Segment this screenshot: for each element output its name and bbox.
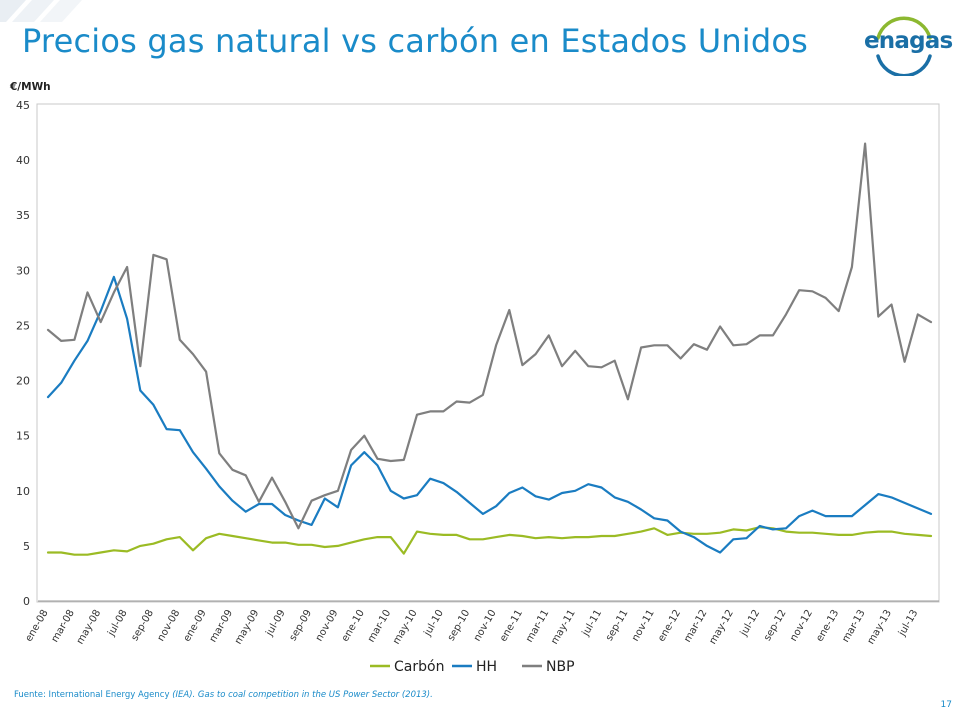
y-tick-label: 20	[16, 375, 30, 388]
x-tick-label: ene-08	[24, 608, 51, 644]
x-tick-label: mar-12	[682, 608, 709, 644]
x-tick-label: ene-09	[182, 608, 209, 644]
x-tick-label: sep-08	[129, 608, 156, 643]
x-tick-label: jul-13	[896, 608, 920, 639]
x-tick-label: ene-12	[656, 608, 683, 644]
legend: Carbón HH NBP	[370, 659, 575, 675]
x-tick-label: ene-13	[814, 608, 841, 644]
legend-label-carb-n: Carbón	[394, 659, 444, 675]
x-tick-label: may-11	[549, 608, 578, 646]
series-line-nbp	[46, 142, 933, 530]
y-tick-label: 15	[16, 430, 30, 443]
page-number: 17	[940, 700, 952, 710]
x-tick-label: jul-12	[738, 608, 762, 639]
x-tick-label: nov-12	[788, 608, 815, 643]
plot-border	[36, 103, 940, 603]
x-tick-label: may-10	[391, 608, 420, 646]
logo-ring-icon	[876, 16, 932, 78]
x-tick-label: nov-11	[630, 608, 657, 643]
x-tick-label: ene-11	[498, 608, 525, 644]
x-tick-label: nov-09	[314, 608, 341, 643]
x-tick-label: jul-08	[106, 608, 130, 639]
x-tick-label: sep-09	[288, 608, 315, 643]
y-tick-label: 30	[16, 264, 30, 277]
x-tick-label: may-12	[707, 608, 736, 646]
legend-label-nbp: NBP	[546, 659, 575, 675]
y-tick-label: 25	[16, 319, 30, 332]
y-tick-label: 45	[16, 99, 30, 112]
x-tick-label: mar-10	[366, 608, 393, 644]
source-italic: (IEA). Gas to coal competition in the US…	[172, 690, 433, 700]
x-tick-label: may-08	[75, 608, 104, 646]
legend-label-hh: HH	[476, 659, 497, 675]
x-tick-label: nov-10	[472, 608, 499, 643]
y-axis: 0 5 10 15 20 25 30 35 40 45	[16, 99, 30, 608]
y-tick-label: 0	[23, 595, 30, 608]
x-tick-label: jul-09	[264, 608, 288, 639]
y-tick-label: 10	[16, 485, 30, 498]
x-tick-label: jul-11	[580, 608, 604, 639]
x-tick-label: mar-11	[524, 608, 551, 644]
x-tick-label: sep-10	[446, 608, 473, 643]
enagas-logo: enagas	[864, 16, 953, 78]
y-tick-label: 35	[16, 209, 30, 222]
series-lines	[46, 142, 933, 556]
logo-wordmark: enagas	[864, 28, 953, 54]
y-axis-unit-label: €/MWh	[9, 81, 51, 93]
source-note: Fuente: International Energy Agency (IEA…	[14, 690, 433, 700]
series-line-carb-n	[46, 526, 933, 556]
y-tick-label: 5	[23, 540, 30, 553]
x-tick-label: ene-10	[340, 608, 367, 644]
y-tick-label: 40	[16, 154, 30, 167]
x-tick-label: sep-11	[604, 608, 631, 643]
source-prefix: Fuente: International Energy Agency	[14, 690, 173, 700]
x-tick-label: mar-13	[840, 608, 867, 644]
page-title: Precios gas natural vs carbón en Estados…	[22, 22, 809, 60]
x-tick-label: may-13	[866, 608, 895, 646]
x-tick-label: may-09	[233, 608, 262, 646]
corner-pattern	[0, 0, 82, 22]
x-tick-label: nov-08	[156, 608, 183, 643]
x-tick-label: jul-10	[422, 608, 446, 639]
x-tick-label: sep-12	[762, 608, 789, 643]
series-line-hh	[46, 275, 933, 554]
x-tick-label: mar-09	[208, 608, 235, 644]
x-tick-label: mar-08	[50, 608, 77, 644]
